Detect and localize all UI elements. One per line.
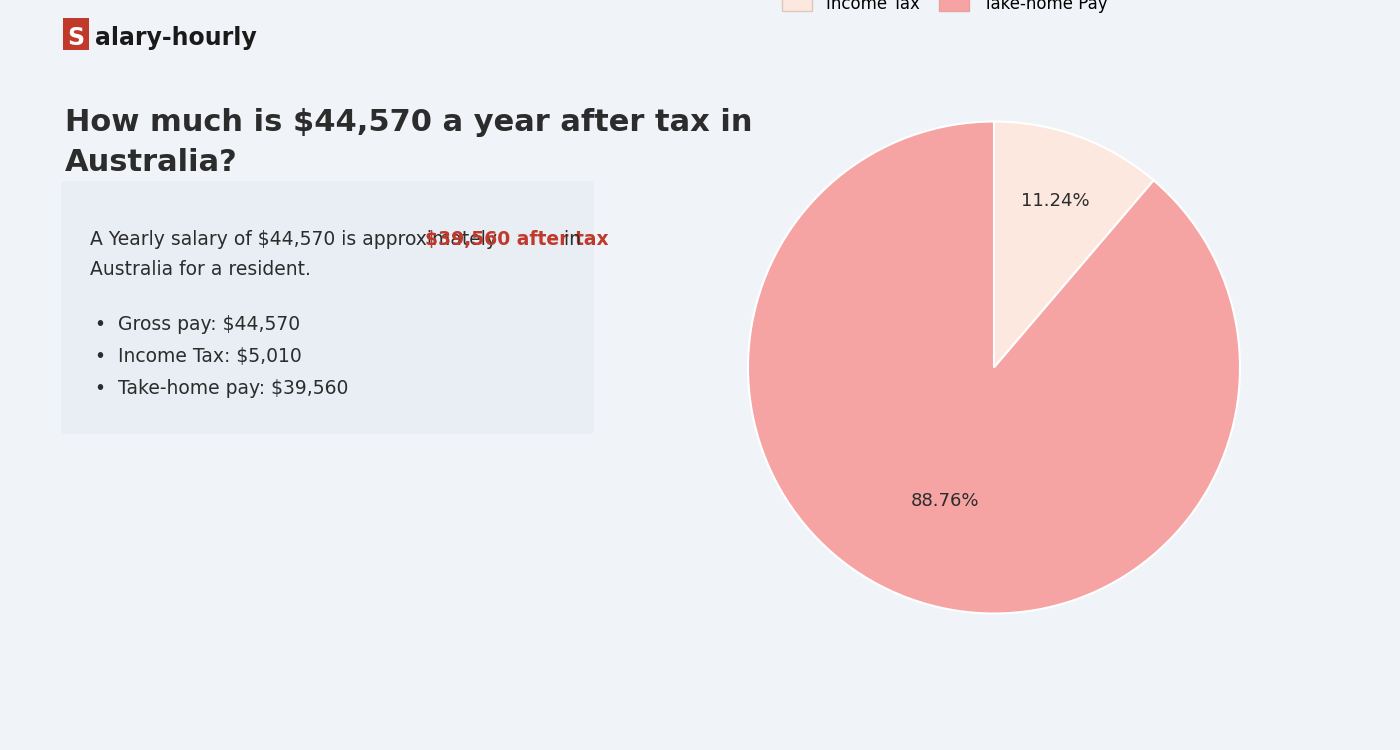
Text: 88.76%: 88.76%	[910, 493, 979, 511]
Text: •: •	[94, 379, 105, 398]
Text: Income Tax: $5,010: Income Tax: $5,010	[118, 347, 302, 366]
Text: Gross pay: $44,570: Gross pay: $44,570	[118, 315, 300, 334]
Text: 11.24%: 11.24%	[1021, 192, 1089, 210]
Text: •: •	[94, 347, 105, 366]
Text: How much is $44,570 a year after tax in: How much is $44,570 a year after tax in	[64, 108, 753, 137]
Text: alary-hourly: alary-hourly	[95, 26, 256, 50]
Wedge shape	[994, 122, 1154, 368]
Text: in: in	[559, 230, 581, 249]
Text: Take-home pay: $39,560: Take-home pay: $39,560	[118, 379, 349, 398]
FancyBboxPatch shape	[63, 18, 90, 50]
Text: Australia?: Australia?	[64, 148, 238, 177]
Text: S: S	[67, 26, 84, 50]
Legend: Income Tax, Take-home Pay: Income Tax, Take-home Pay	[776, 0, 1114, 20]
Text: $39,560 after tax: $39,560 after tax	[426, 230, 609, 249]
FancyBboxPatch shape	[62, 181, 594, 434]
Text: •: •	[94, 315, 105, 334]
Text: A Yearly salary of $44,570 is approximately: A Yearly salary of $44,570 is approximat…	[90, 230, 503, 249]
Text: Australia for a resident.: Australia for a resident.	[90, 260, 311, 279]
Wedge shape	[748, 122, 1240, 614]
